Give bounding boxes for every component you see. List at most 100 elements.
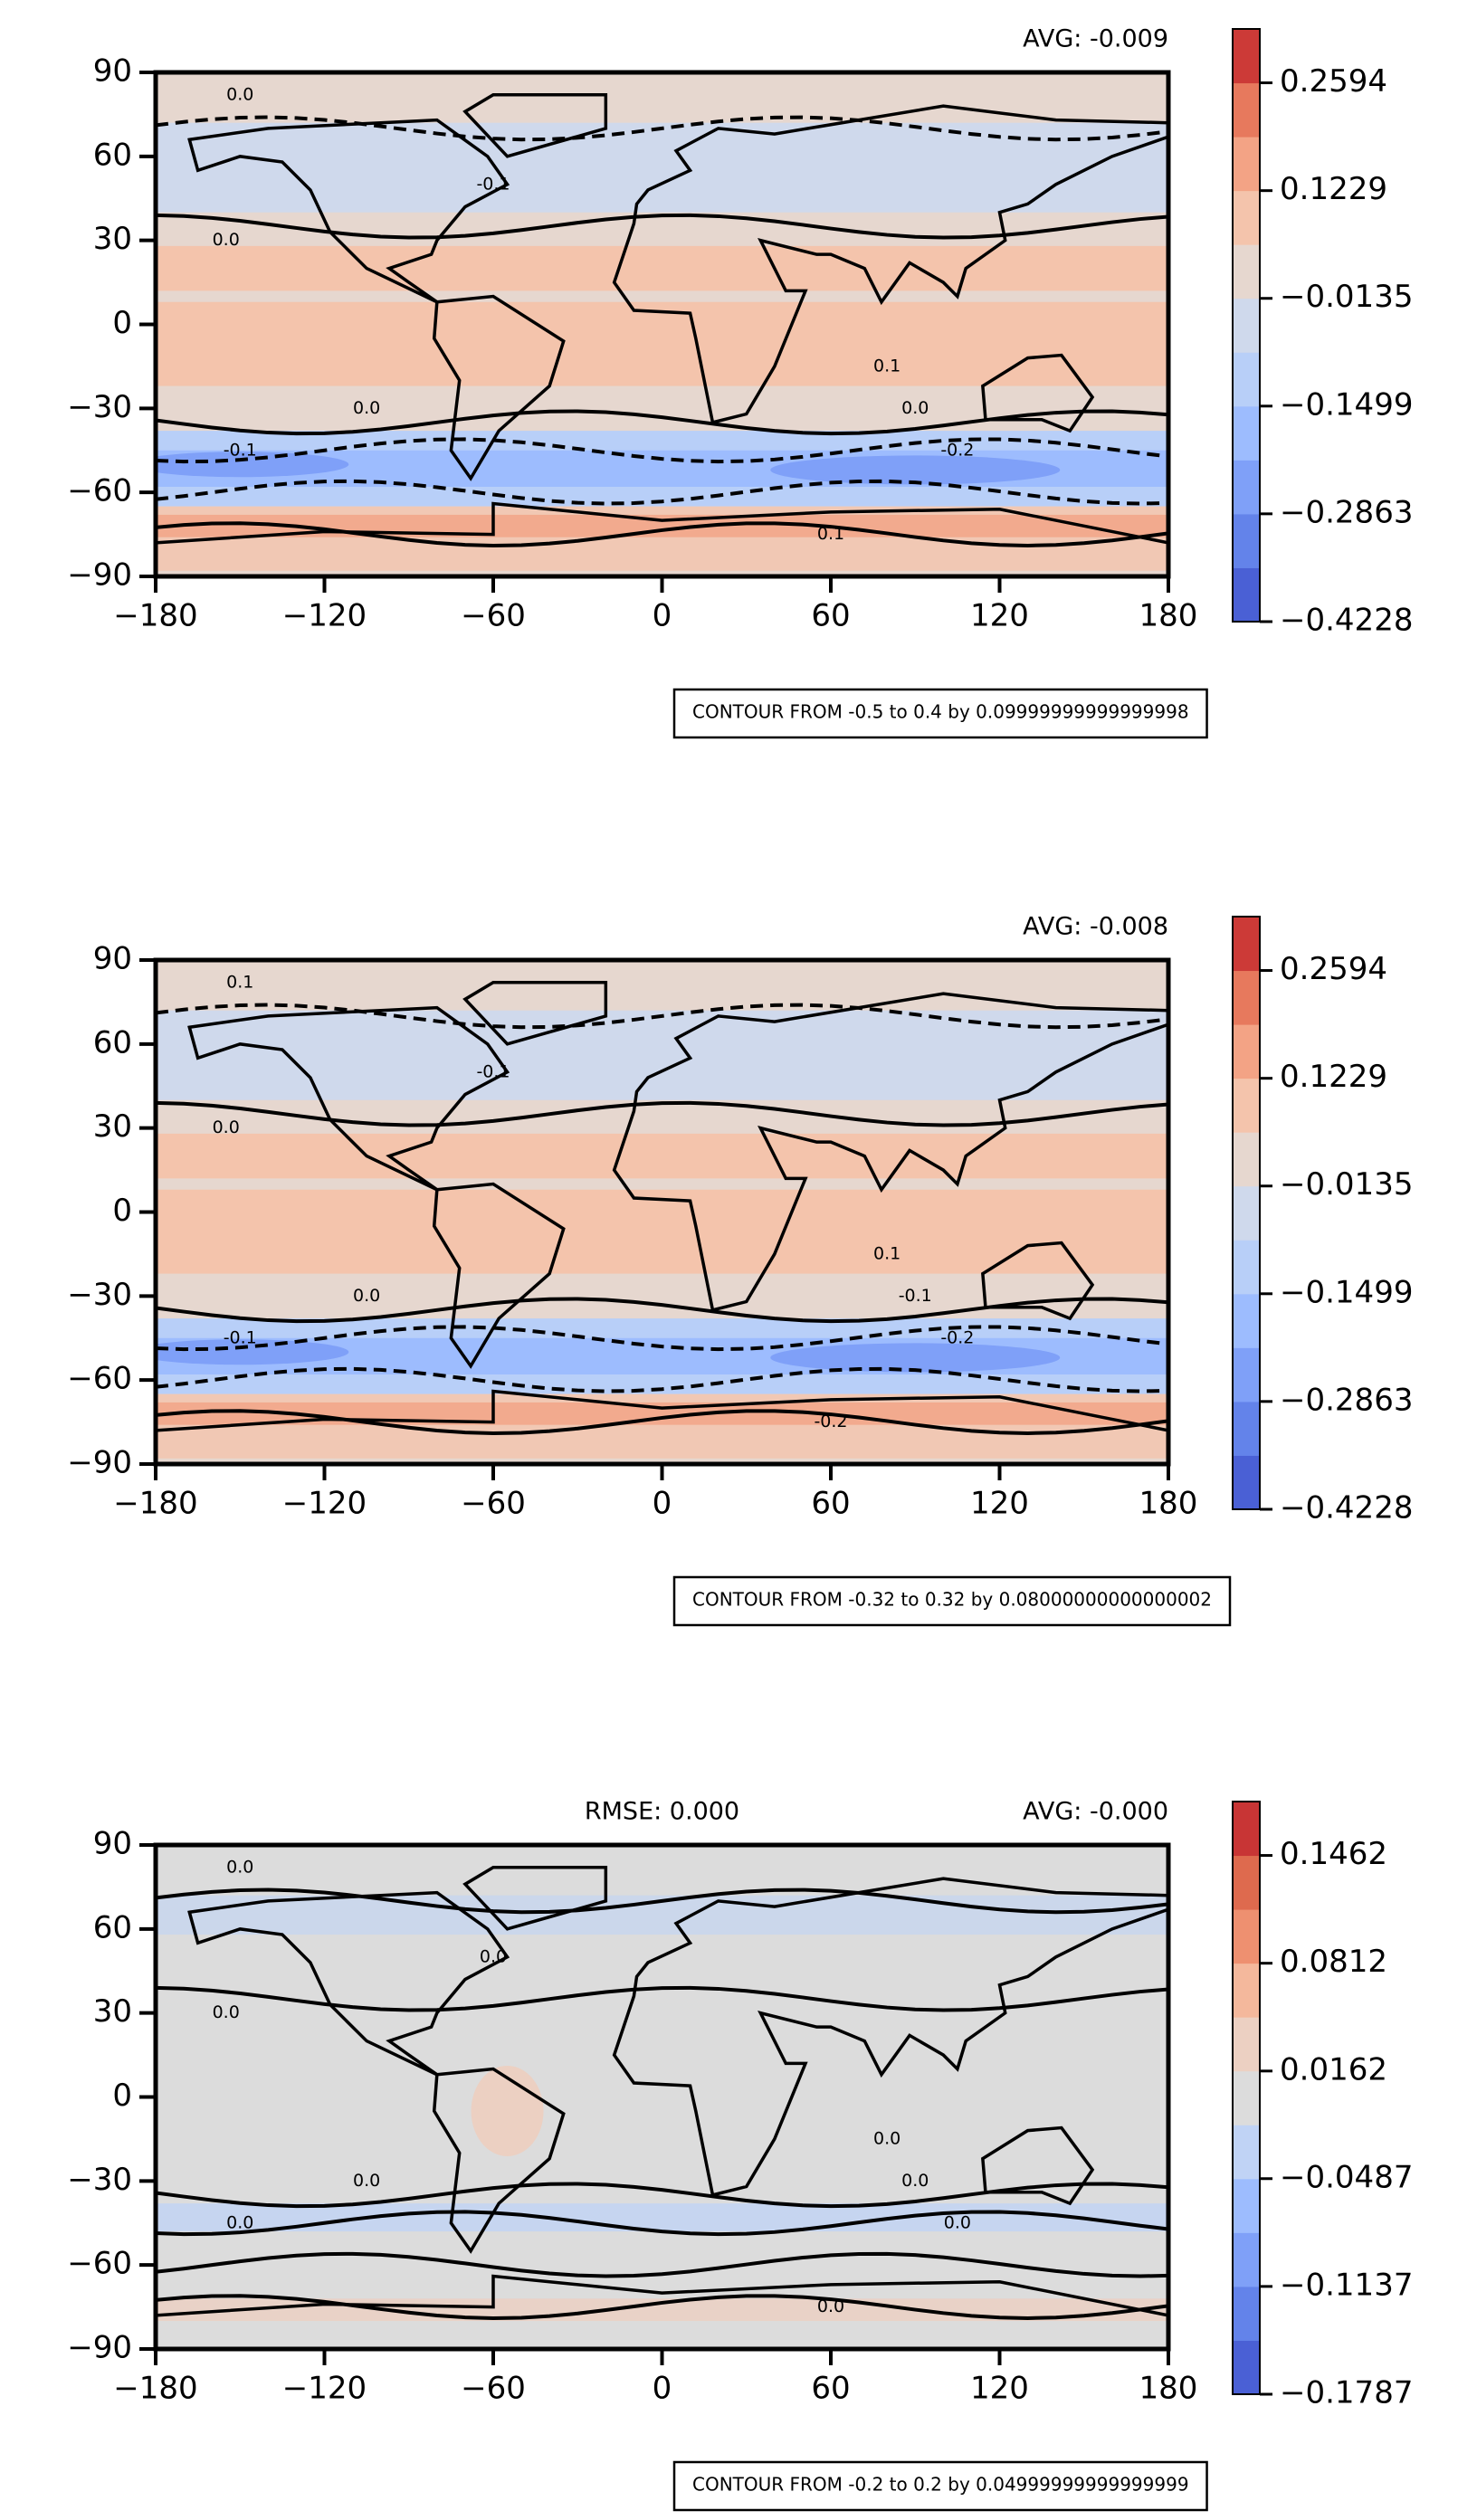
colorbar-tick-label: −0.1137: [1280, 2267, 1413, 2303]
contour-label: 0.1: [873, 356, 900, 376]
x-tick-label: −180: [113, 2371, 197, 2407]
contour-label: 0.0: [353, 1286, 380, 1306]
colorbar-segment: [1233, 1347, 1260, 1403]
x-tick-label: 60: [811, 2371, 850, 2407]
coastline: [156, 2274, 1168, 2317]
colorbar-segment: [1233, 2340, 1260, 2395]
contour-label: 0.0: [817, 2297, 844, 2316]
y-tick-label: −30: [67, 2162, 132, 2198]
contour-label: 0.0: [873, 2128, 900, 2148]
colorbar-segment: [1233, 1802, 1260, 1857]
field-band: [156, 301, 1168, 386]
x-tick-label: −60: [461, 598, 526, 634]
contour-note: CONTOUR FROM -0.5 to 0.4 by 0.0999999999…: [692, 701, 1189, 723]
contour-label: 0.0: [226, 84, 253, 104]
y-tick-label: 60: [93, 137, 132, 173]
colorbar-segment: [1233, 2286, 1260, 2341]
contour-label: -0.1: [899, 1286, 932, 1306]
colorbar-segment: [1233, 917, 1260, 972]
contour-line: [156, 1325, 1168, 1352]
contour-label: 0.0: [213, 1117, 240, 1137]
colorbar-segment: [1233, 1455, 1260, 1510]
contour-label: -0.1: [224, 440, 257, 460]
x-tick-label: 180: [1139, 1486, 1198, 1522]
colorbar-tick-label: −0.1499: [1280, 1274, 1413, 1310]
x-tick-label: −180: [113, 598, 197, 634]
colorbar-segment: [1233, 2125, 1260, 2180]
panel: 0.0 0.0 -0.1 0.0 0.0 0.1 -0.1 -0.2 0.1 −180 −120 −6…: [67, 25, 1413, 739]
colorbar-segment: [1233, 970, 1260, 1025]
colorbar-segment: [1233, 1401, 1260, 1456]
contour-line: [156, 2210, 1168, 2237]
field-band: [156, 1189, 1168, 1274]
colorbar-tick-label: 0.0162: [1280, 2051, 1387, 2087]
colorbar-tick-label: −0.0135: [1280, 279, 1413, 315]
x-tick-label: 120: [970, 598, 1029, 634]
y-tick-label: −90: [67, 2330, 132, 2366]
contour-line: [156, 1985, 1168, 2012]
contour-line: [156, 479, 1168, 506]
x-tick-label: −120: [282, 598, 367, 634]
x-tick-label: 60: [811, 1486, 850, 1522]
colorbar-segment: [1233, 1293, 1260, 1348]
coastline: [187, 1890, 510, 2077]
y-tick-label: −30: [67, 389, 132, 425]
colorbar-segment: [1233, 567, 1260, 623]
contour-line: [156, 2294, 1168, 2320]
y-tick-label: −90: [67, 1445, 132, 1481]
y-tick-label: 60: [93, 1024, 132, 1060]
colorbar-segment: [1233, 405, 1260, 461]
y-tick-label: 0: [112, 2078, 132, 2114]
coastline: [981, 353, 1095, 433]
contour-label: 0.1: [817, 524, 844, 544]
y-tick-label: 30: [93, 1108, 132, 1145]
field-blob: [156, 1339, 349, 1365]
colorbar-segment: [1233, 460, 1260, 515]
colorbar-segment: [1233, 1240, 1260, 1295]
colorbar-frame: [1232, 28, 1261, 623]
colorbar-segment: [1233, 298, 1260, 353]
field-band: [156, 2203, 1168, 2232]
colorbar-tick-label: 0.1229: [1280, 171, 1387, 207]
field-band: [156, 1133, 1168, 1179]
colorbar-tick-label: 0.2594: [1280, 63, 1387, 100]
colorbar-segment: [1233, 2178, 1260, 2233]
panel: 0.1 0.0 -0.1 0.0 -0.1 0.1 -0.1 -0.2 -0.2 −180 −120…: [67, 913, 1413, 1627]
coastline: [981, 2125, 1095, 2206]
contour-label: -0.2: [814, 1412, 847, 1431]
coastline: [462, 1866, 608, 1931]
y-tick-label: −30: [67, 1277, 132, 1313]
colorbar-segment: [1233, 2017, 1260, 2072]
contour-line: [156, 1100, 1168, 1127]
contour-line: [156, 1366, 1168, 1393]
coastline: [462, 93, 608, 158]
x-tick-label: 0: [653, 2371, 672, 2407]
colorbar-segment: [1233, 1963, 1260, 2018]
y-tick-label: 0: [112, 1193, 132, 1229]
colorbar-segment: [1233, 82, 1260, 138]
y-tick-label: 30: [93, 1993, 132, 2030]
map-field: 0.1 0.0 -0.1 0.0 -0.1 0.1 -0.1 -0.2 -0.2: [156, 960, 1168, 1464]
field-band: [156, 1402, 1168, 1425]
colorbar-segment: [1233, 1855, 1260, 1910]
coastline: [432, 2067, 566, 2254]
coastline: [156, 501, 1168, 545]
contour-label: 0.0: [226, 2212, 253, 2232]
contour-line: [156, 213, 1168, 240]
note-box: [672, 1575, 1232, 1627]
colorbar-segment: [1233, 1132, 1260, 1187]
colorbar-segment: [1233, 352, 1260, 407]
contour-label: 0.0: [944, 2212, 971, 2232]
x-tick-label: 120: [970, 2371, 1029, 2407]
contour-label: 0.1: [873, 1243, 900, 1263]
field-blob: [770, 1343, 1061, 1373]
colorbar-segment: [1233, 1909, 1260, 1964]
contour-label: 0.0: [480, 1946, 507, 1966]
colorbar-segment: [1233, 1185, 1260, 1241]
contour-label: -0.1: [476, 174, 510, 194]
contour-label: 0.0: [353, 398, 380, 418]
colorbar-segment: [1233, 190, 1260, 245]
contour-note: CONTOUR FROM -0.2 to 0.2 by 0.0499999999…: [692, 2474, 1189, 2496]
coastline: [462, 981, 608, 1046]
